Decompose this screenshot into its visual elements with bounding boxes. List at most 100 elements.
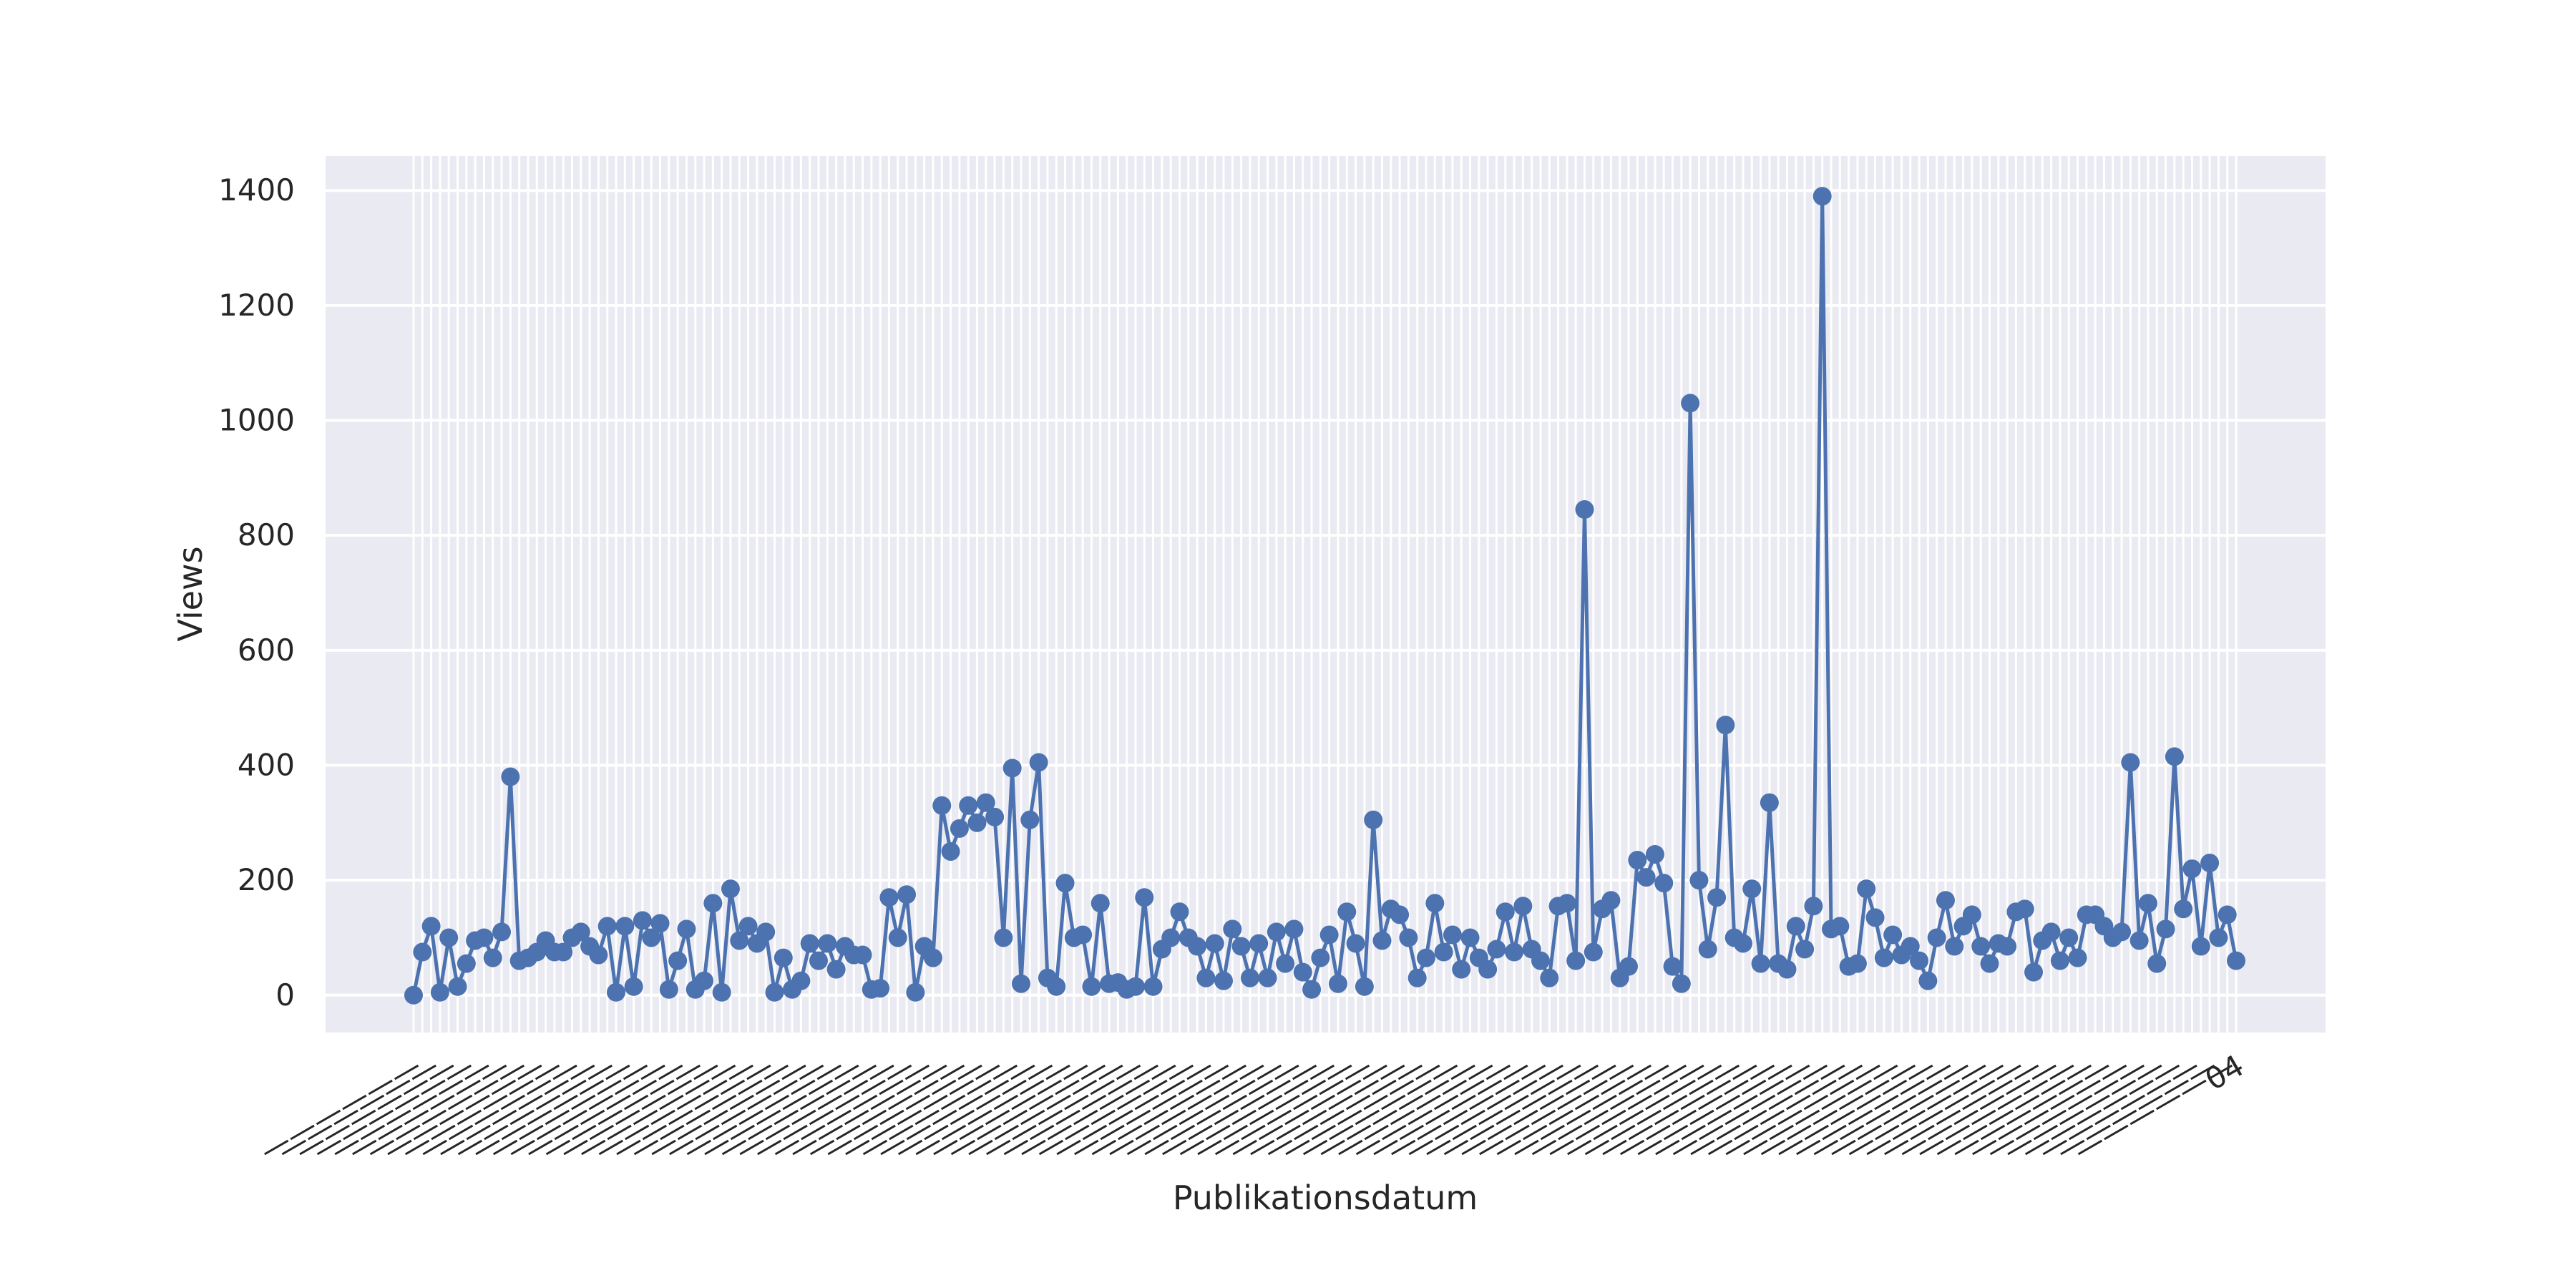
data-point — [2068, 948, 2087, 967]
data-point — [967, 813, 987, 832]
y-tick-label: 800 — [238, 517, 295, 552]
plot-background — [326, 156, 2326, 1033]
data-point — [1284, 919, 1304, 939]
data-point — [483, 948, 502, 967]
data-point — [1628, 851, 1647, 870]
data-point — [2227, 951, 2245, 970]
data-point — [791, 971, 811, 990]
y-tick-label: 400 — [238, 747, 295, 782]
data-point — [2041, 922, 2061, 942]
data-point — [1020, 810, 1040, 829]
data-point — [1566, 951, 1586, 970]
data-point — [1135, 888, 1154, 907]
data-point — [1557, 894, 1576, 913]
data-point — [624, 977, 643, 996]
data-point — [668, 951, 688, 970]
data-point — [1188, 937, 1207, 956]
data-point — [2218, 905, 2237, 924]
data-point — [1513, 897, 1533, 916]
data-point — [994, 928, 1013, 947]
data-point — [1698, 940, 1717, 959]
data-point — [2174, 899, 2193, 919]
data-point — [1434, 942, 1453, 962]
data-point — [1910, 951, 1929, 970]
data-point — [2015, 899, 2034, 919]
x-tick-labels: ————————————————————————————————————————… — [253, 1048, 2250, 1168]
data-point — [1945, 937, 1964, 956]
data-point — [1055, 874, 1075, 893]
data-point — [1231, 937, 1251, 956]
data-point — [826, 960, 846, 979]
series-line — [411, 194, 2238, 996]
data-point — [1584, 942, 1603, 962]
data-point — [1936, 891, 1955, 910]
data-point — [1663, 957, 1682, 976]
data-point — [756, 922, 776, 942]
data-point — [554, 942, 573, 962]
data-point — [1399, 928, 1418, 947]
data-point — [492, 922, 512, 942]
data-point — [2129, 931, 2149, 950]
data-point — [1918, 971, 1938, 990]
data-point — [1319, 925, 1339, 945]
data-point — [1496, 902, 1515, 922]
data-point — [923, 948, 942, 967]
data-point — [1143, 977, 1163, 996]
data-point — [879, 888, 899, 907]
data-point — [1346, 934, 1365, 953]
data-point — [976, 793, 995, 812]
data-point — [1452, 960, 1471, 979]
data-point — [1196, 968, 1216, 987]
data-point — [659, 980, 678, 999]
data-point — [589, 945, 608, 965]
data-point — [1681, 394, 1700, 413]
data-point — [1002, 758, 1022, 778]
data-point — [633, 911, 652, 930]
y-axis-label: Views — [171, 546, 210, 641]
data-point — [1654, 874, 1674, 893]
data-point — [2147, 954, 2167, 973]
data-point — [1337, 902, 1357, 922]
data-point — [932, 796, 952, 815]
data-point — [695, 971, 714, 990]
data-point — [1276, 954, 1295, 973]
data-point — [1372, 931, 1392, 950]
data-point — [1531, 951, 1550, 970]
data-point — [430, 982, 449, 1002]
data-point — [1830, 917, 1850, 936]
data-point — [1091, 894, 1110, 913]
data-point — [1126, 977, 1145, 996]
data-point — [2050, 951, 2069, 970]
data-point — [950, 819, 969, 838]
data-point — [1777, 960, 1797, 979]
y-tick-label: 0 — [275, 977, 295, 1013]
data-point — [1804, 897, 1823, 916]
data-point — [1883, 925, 1903, 945]
data-point — [941, 841, 960, 861]
data-point — [1082, 977, 1101, 996]
data-point — [1029, 753, 1048, 772]
data-point — [1311, 948, 1330, 967]
data-point — [809, 951, 828, 970]
y-tick-label: 600 — [238, 633, 295, 668]
data-point — [1478, 960, 1498, 979]
data-points — [404, 187, 2245, 1005]
data-point — [818, 934, 837, 953]
data-point — [1857, 879, 1876, 899]
data-point — [1575, 500, 1594, 519]
data-point — [774, 948, 793, 967]
data-point — [677, 919, 696, 939]
data-point — [1205, 934, 1224, 953]
data-point — [897, 885, 917, 904]
data-point — [1302, 980, 1322, 999]
data-point — [1927, 928, 1946, 947]
data-point — [2156, 919, 2175, 939]
data-point — [1425, 894, 1445, 913]
data-point — [448, 977, 467, 996]
data-point — [703, 894, 723, 913]
data-point — [1813, 187, 1832, 206]
data-point — [597, 917, 617, 936]
data-point — [1249, 934, 1269, 953]
data-point — [1742, 879, 1762, 899]
